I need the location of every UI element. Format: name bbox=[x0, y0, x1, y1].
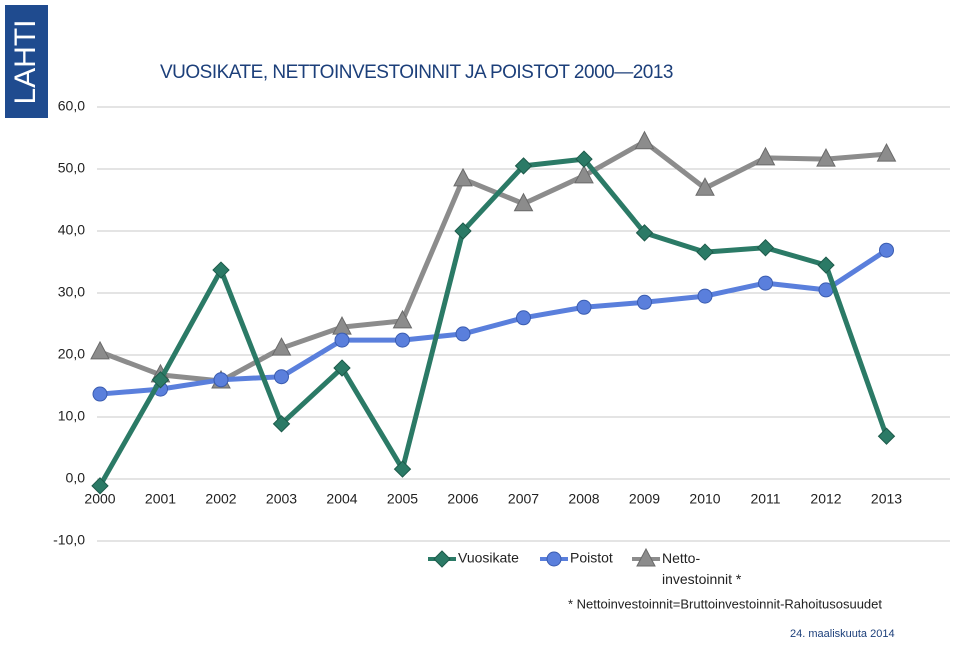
series-line bbox=[99, 139, 887, 384]
data-point bbox=[393, 460, 412, 478]
logo: LAHTI bbox=[9, 19, 42, 104]
y-tick-label: 10,0 bbox=[58, 408, 85, 424]
footnote: * Nettoinvestoinnit=Bruttoinvestoinnit-R… bbox=[568, 596, 882, 611]
data-point bbox=[333, 359, 351, 377]
x-tick-label: 2013 bbox=[871, 491, 902, 507]
x-tick-label: 2004 bbox=[326, 491, 357, 507]
x-tick-label: 2011 bbox=[750, 491, 780, 507]
data-point bbox=[574, 164, 594, 184]
data-point bbox=[151, 371, 170, 389]
x-tick-label: 2000 bbox=[84, 491, 115, 507]
y-tick-label: -10,0 bbox=[53, 532, 85, 548]
data-point bbox=[454, 222, 472, 240]
data-point bbox=[392, 309, 413, 329]
legend-marker bbox=[636, 547, 656, 567]
x-tick-label: 2003 bbox=[266, 491, 297, 507]
data-point bbox=[634, 130, 655, 150]
legend-marker bbox=[546, 551, 562, 567]
data-point bbox=[271, 337, 292, 356]
data-point bbox=[334, 332, 350, 348]
y-tick-label: 40,0 bbox=[58, 222, 85, 238]
chart-title: VUOSIKATE, NETTOINVESTOINNIT JA POISTOT … bbox=[160, 62, 673, 83]
data-point bbox=[514, 157, 533, 175]
y-tick-label: 50,0 bbox=[58, 160, 85, 176]
series-line bbox=[97, 156, 889, 488]
data-point bbox=[92, 386, 108, 402]
data-point bbox=[576, 299, 592, 315]
data-point bbox=[213, 372, 229, 388]
data-point bbox=[758, 275, 773, 291]
data-point bbox=[755, 146, 776, 166]
data-point bbox=[696, 243, 714, 261]
data-point bbox=[697, 288, 713, 304]
data-point bbox=[816, 148, 836, 167]
x-tick-label: 2008 bbox=[568, 491, 599, 507]
x-tick-label: 2002 bbox=[205, 491, 236, 507]
legend-marker bbox=[433, 550, 451, 568]
data-point bbox=[90, 340, 110, 360]
y-tick-label: 0,0 bbox=[66, 470, 86, 486]
legend-label: Netto-investoinnit * bbox=[662, 550, 742, 587]
legend-label: Poistot bbox=[570, 550, 613, 566]
data-point bbox=[453, 167, 473, 187]
x-tick-label: 2007 bbox=[508, 491, 539, 507]
data-point bbox=[635, 224, 654, 242]
data-point bbox=[272, 415, 291, 433]
data-point bbox=[455, 326, 471, 342]
data-point bbox=[879, 242, 894, 258]
data-point bbox=[695, 177, 715, 196]
data-point bbox=[575, 150, 593, 168]
x-tick-label: 2001 bbox=[145, 491, 176, 507]
x-tick-label: 2012 bbox=[810, 491, 841, 507]
x-tick-label: 2006 bbox=[447, 491, 478, 507]
data-point bbox=[817, 256, 835, 274]
data-point bbox=[756, 239, 775, 257]
logo-box bbox=[5, 5, 48, 118]
x-tick-label: 2009 bbox=[629, 491, 660, 507]
data-point bbox=[637, 294, 652, 310]
date: 24. maaliskuuta 2014 bbox=[790, 628, 895, 640]
data-point bbox=[212, 261, 230, 279]
data-point bbox=[395, 332, 410, 348]
data-point bbox=[877, 427, 896, 445]
legend-label: Vuosikate bbox=[458, 550, 519, 566]
y-tick-label: 30,0 bbox=[58, 284, 85, 300]
y-tick-label: 60,0 bbox=[58, 98, 85, 114]
data-point bbox=[274, 369, 289, 385]
data-point bbox=[91, 477, 109, 495]
x-tick-label: 2005 bbox=[387, 491, 418, 507]
data-point bbox=[513, 192, 534, 212]
data-point bbox=[516, 310, 531, 326]
x-tick-label: 2010 bbox=[689, 491, 720, 507]
series-line bbox=[99, 248, 888, 397]
data-point bbox=[876, 143, 897, 162]
y-tick-label: 20,0 bbox=[58, 346, 85, 362]
